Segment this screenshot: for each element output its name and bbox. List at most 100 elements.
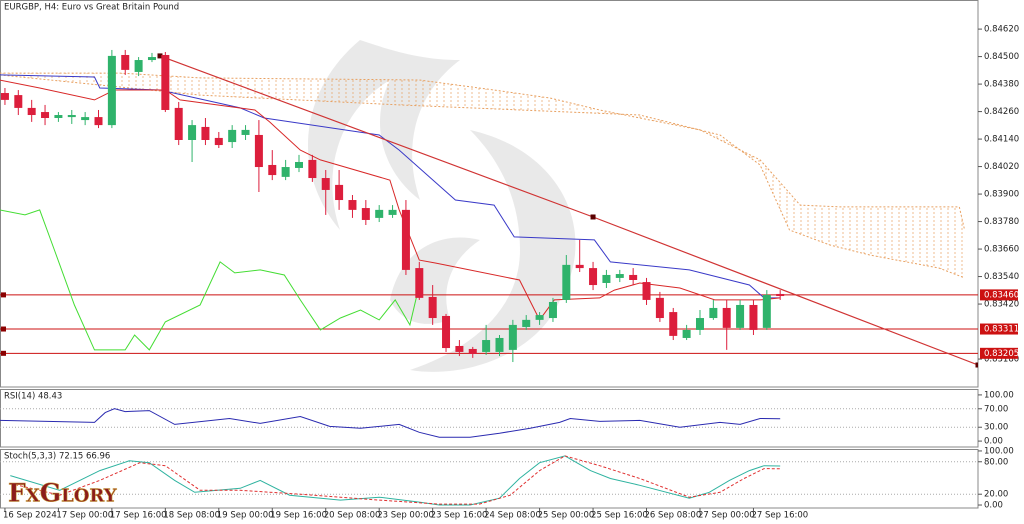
trendline-anchor bbox=[157, 53, 163, 59]
y-tick-label: 0.83180 bbox=[984, 355, 1019, 365]
candle-body bbox=[522, 319, 531, 327]
x-tick-label: 17 Sep 00:00 bbox=[56, 511, 113, 521]
x-tick-label: 23 Sep 16:00 bbox=[431, 511, 488, 521]
candle-body bbox=[401, 209, 410, 270]
level-anchor bbox=[1, 350, 6, 356]
panel-title: Stoch(5,3,3) 72.15 66.96 bbox=[4, 452, 110, 462]
candle-body bbox=[468, 348, 477, 355]
candle-body bbox=[508, 324, 517, 350]
cloud-edge bbox=[0, 72, 966, 231]
candle-body bbox=[161, 54, 170, 110]
y-tick-label: 100.00 bbox=[984, 446, 1014, 456]
panel-plot bbox=[0, 455, 978, 506]
candle-body bbox=[762, 294, 771, 328]
x-tick-label: 25 Sep 00:00 bbox=[538, 511, 595, 521]
candle-body bbox=[548, 301, 557, 319]
indicator-line bbox=[0, 74, 781, 299]
cloud-edge bbox=[0, 74, 965, 279]
candle-body bbox=[295, 161, 304, 168]
candle-body bbox=[428, 296, 437, 319]
candle-body bbox=[482, 340, 491, 352]
candle-body bbox=[495, 337, 504, 352]
cloud-fill bbox=[0, 73, 965, 278]
panel-title: EURGBP, H4: Euro vs Great Britain Pound bbox=[4, 3, 179, 13]
x-tick-label: 23 Sep 00:00 bbox=[377, 511, 434, 521]
candle-body bbox=[214, 137, 223, 146]
trendline-anchor bbox=[975, 362, 978, 368]
x-tick-label: 26 Sep 08:00 bbox=[645, 511, 702, 521]
candle-body bbox=[41, 112, 50, 119]
x-tick-label: 19 Sep 00:00 bbox=[217, 511, 274, 521]
candle-body bbox=[14, 95, 23, 108]
level-label: 0.83205 bbox=[984, 349, 1019, 359]
x-tick-label: 18 Sep 08:00 bbox=[163, 511, 220, 521]
y-tick-label: 0.84140 bbox=[984, 135, 1019, 145]
y-tick-label: 0.83900 bbox=[984, 190, 1019, 200]
level-label-box bbox=[980, 323, 1018, 335]
candle-body bbox=[615, 274, 624, 278]
candle-body bbox=[736, 304, 745, 328]
stoch-panel-frame bbox=[0, 449, 979, 509]
candle-body bbox=[562, 264, 571, 300]
level-label: 0.83460 bbox=[984, 290, 1019, 300]
candle-body bbox=[575, 264, 584, 269]
candle-body bbox=[81, 117, 90, 121]
candle-body bbox=[348, 200, 357, 210]
y-tick-label: 0.00 bbox=[984, 501, 1003, 511]
x-tick-label: 20 Sep 08:00 bbox=[324, 511, 381, 521]
candle-body bbox=[442, 315, 451, 349]
candle-body bbox=[281, 167, 290, 177]
indicator-line bbox=[0, 408, 781, 438]
candle-body bbox=[67, 115, 76, 118]
y-tick-label: 80.00 bbox=[984, 457, 1008, 467]
candle-body bbox=[94, 117, 103, 126]
y-tick-label: 0.84020 bbox=[984, 162, 1019, 172]
rsi-panel-frame bbox=[0, 389, 979, 448]
candle-body bbox=[388, 209, 397, 215]
candle-body bbox=[107, 55, 116, 126]
candle-body bbox=[722, 307, 731, 328]
logo: FxGlory bbox=[8, 479, 118, 508]
level-label: 0.83311 bbox=[984, 325, 1019, 335]
level-anchor bbox=[1, 292, 6, 298]
y-tick-label: 0.84260 bbox=[984, 107, 1019, 117]
y-tick-label: 0.84380 bbox=[984, 80, 1019, 90]
y-tick-label: 0.84500 bbox=[984, 52, 1019, 62]
indicator-line bbox=[10, 455, 781, 505]
y-tick-label: 0.83660 bbox=[984, 245, 1019, 255]
candle-body bbox=[709, 307, 718, 319]
candle-body bbox=[535, 315, 544, 320]
candle-body bbox=[308, 159, 317, 179]
x-tick-label: 24 Sep 08:00 bbox=[484, 511, 541, 521]
candle-body bbox=[602, 274, 611, 283]
y-tick-label: 0.83420 bbox=[984, 300, 1019, 310]
candle-body bbox=[361, 208, 370, 220]
candle-body bbox=[134, 60, 143, 72]
candle-body bbox=[121, 54, 130, 70]
panel-plot bbox=[0, 408, 978, 438]
y-tick-label: 0.83540 bbox=[984, 272, 1019, 282]
level-label-box bbox=[980, 347, 1018, 359]
panel-title: RSI(14) 48.43 bbox=[4, 392, 62, 402]
candle-body bbox=[682, 329, 691, 338]
candle-body bbox=[321, 178, 330, 190]
candle-body bbox=[54, 115, 63, 119]
candle-body bbox=[695, 318, 704, 330]
x-tick-label: 19 Sep 16:00 bbox=[270, 511, 327, 521]
candle-body bbox=[254, 134, 263, 168]
x-tick-label: 17 Sep 16:00 bbox=[110, 511, 167, 521]
candle-body bbox=[0, 93, 9, 100]
candle-body bbox=[629, 274, 638, 280]
candle-body bbox=[147, 57, 156, 61]
candle-body bbox=[335, 184, 344, 201]
candle-body bbox=[415, 268, 424, 298]
panel-plot bbox=[0, 49, 978, 368]
candle-body bbox=[669, 312, 678, 336]
candle-body bbox=[268, 164, 277, 176]
candle-body bbox=[375, 209, 384, 218]
y-tick-label: 0.84620 bbox=[984, 25, 1019, 35]
trendline-anchor bbox=[590, 214, 596, 220]
y-tick-label: 20.00 bbox=[984, 490, 1008, 500]
x-tick-label: 16 Sep 2024 bbox=[3, 511, 57, 521]
